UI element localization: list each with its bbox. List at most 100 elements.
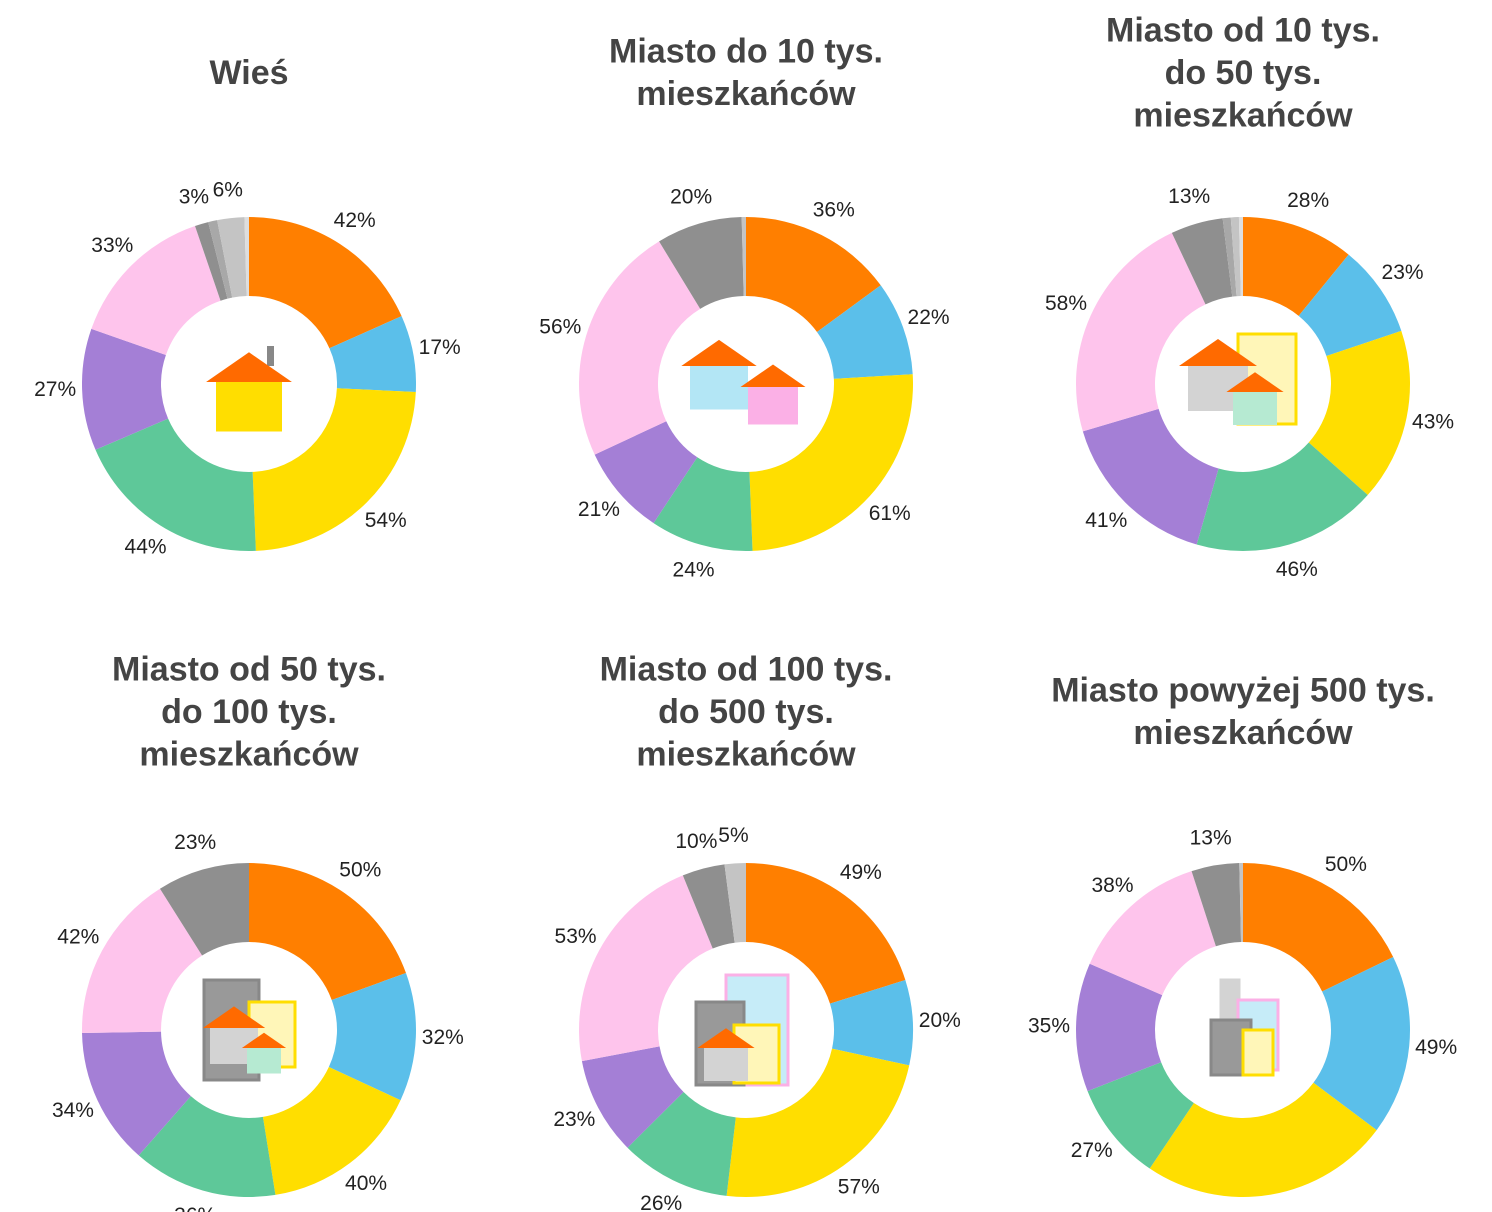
house-wall: [748, 387, 798, 425]
donut-segment: [244, 217, 249, 297]
house-roof: [740, 364, 806, 387]
value-label: 35%: [1028, 1014, 1070, 1037]
chart-title: Miasto od 10 tys.: [1106, 11, 1380, 49]
donut-segment: [579, 875, 713, 1062]
value-label: 10%: [675, 830, 717, 853]
chart-title: Miasto od 100 tys.: [600, 650, 893, 688]
donut-segment: [746, 217, 881, 332]
donut-segment: [594, 421, 698, 524]
donut-segment: [1076, 232, 1206, 432]
value-label: 23%: [553, 1108, 595, 1131]
donut-segment: [1230, 217, 1241, 297]
value-label: 28%: [1287, 189, 1329, 212]
donut-segment: [816, 285, 913, 379]
value-label: 34%: [52, 1099, 94, 1122]
donut-segment: [81, 328, 169, 450]
value-label: 49%: [840, 861, 882, 884]
donut-segment: [724, 863, 746, 943]
value-label: 20%: [919, 1009, 961, 1032]
value-label: 54%: [365, 509, 407, 532]
donut-segment: [252, 388, 416, 551]
donut-segment: [1196, 442, 1368, 551]
house-wall: [704, 1048, 748, 1081]
value-label: 42%: [57, 925, 99, 948]
center-icon: [681, 339, 806, 425]
house-roof: [202, 1006, 266, 1028]
value-label: 13%: [1190, 826, 1232, 849]
value-label: 24%: [673, 558, 715, 581]
chart-title: mieszkańców: [1133, 714, 1353, 752]
center-icon: [206, 346, 292, 432]
donut-segment: [217, 217, 247, 298]
value-label: 61%: [869, 502, 911, 525]
value-label: 21%: [578, 498, 620, 521]
value-label: 50%: [1325, 853, 1367, 876]
donut-segment: [91, 225, 221, 355]
house-wall: [216, 382, 282, 432]
donut-segment: [749, 374, 913, 551]
donut-segment: [82, 1031, 191, 1156]
donut-segment: [1308, 330, 1410, 496]
donut-segment: [1243, 863, 1394, 992]
value-label: 27%: [34, 378, 76, 401]
donut-segment: [1243, 217, 1349, 316]
donut-segment: [627, 1092, 736, 1196]
value-label: 27%: [1071, 1139, 1113, 1162]
donut-segment: [746, 863, 906, 1004]
donut-segment: [328, 972, 416, 1101]
donut-segment: [138, 1096, 276, 1197]
house-roof: [697, 1028, 755, 1048]
donut-segment: [653, 457, 753, 551]
value-label: 17%: [419, 336, 461, 359]
chart-title: mieszkańców: [1133, 96, 1353, 134]
value-label: 41%: [1085, 509, 1127, 532]
donut-segment: [82, 888, 203, 1034]
value-label: 36%: [813, 199, 855, 222]
chart-title: do 50 tys.: [1165, 54, 1322, 92]
donut-segment: [829, 980, 914, 1066]
chart-title: mieszkańców: [139, 735, 359, 773]
donut-segment: [208, 220, 233, 299]
value-label: 44%: [125, 536, 167, 559]
donut-segment: [581, 1046, 684, 1148]
house-wall: [247, 1048, 281, 1074]
house-roof: [1179, 339, 1257, 366]
value-label: 22%: [908, 306, 950, 329]
donut-segment: [1222, 217, 1237, 297]
value-label: 36%: [174, 1204, 216, 1212]
donut-segment: [262, 1067, 401, 1195]
donut-segment: [741, 217, 746, 297]
donut-segment: [1313, 956, 1410, 1131]
value-label: 42%: [334, 209, 376, 232]
donut-segment: [1239, 863, 1243, 943]
chart-title: mieszkańców: [636, 75, 856, 113]
center-icon: [694, 973, 790, 1087]
value-label: 50%: [339, 859, 381, 882]
chart-title: mieszkańców: [636, 735, 856, 773]
donut-segment: [249, 863, 406, 1000]
value-label: 46%: [1276, 558, 1318, 581]
donut-segment: [1149, 1082, 1377, 1197]
donut-segment: [159, 863, 249, 956]
value-label: 3%: [179, 186, 209, 209]
value-label: 68%: [1254, 1209, 1296, 1212]
value-label: 56%: [539, 315, 581, 338]
value-label: 38%: [1091, 874, 1133, 897]
center-icon: [202, 978, 297, 1082]
value-label: 57%: [838, 1175, 880, 1198]
center-icon: [1179, 332, 1298, 426]
chart-title: Miasto powyżej 500 tys.: [1051, 672, 1435, 710]
donut-segment: [1238, 217, 1243, 297]
value-label: 53%: [555, 925, 597, 948]
value-label: 6%: [213, 179, 243, 202]
chart-title: Miasto do 10 tys.: [609, 33, 883, 71]
center-icon: [1209, 978, 1280, 1077]
chart-title: Miasto od 50 tys.: [112, 650, 386, 688]
donut-segment: [1089, 871, 1216, 996]
value-label: 43%: [1412, 410, 1454, 433]
donut-segment: [1087, 1062, 1194, 1169]
value-label: 13%: [1168, 185, 1210, 208]
building: [1241, 1028, 1275, 1077]
donut-segment: [1082, 408, 1219, 545]
